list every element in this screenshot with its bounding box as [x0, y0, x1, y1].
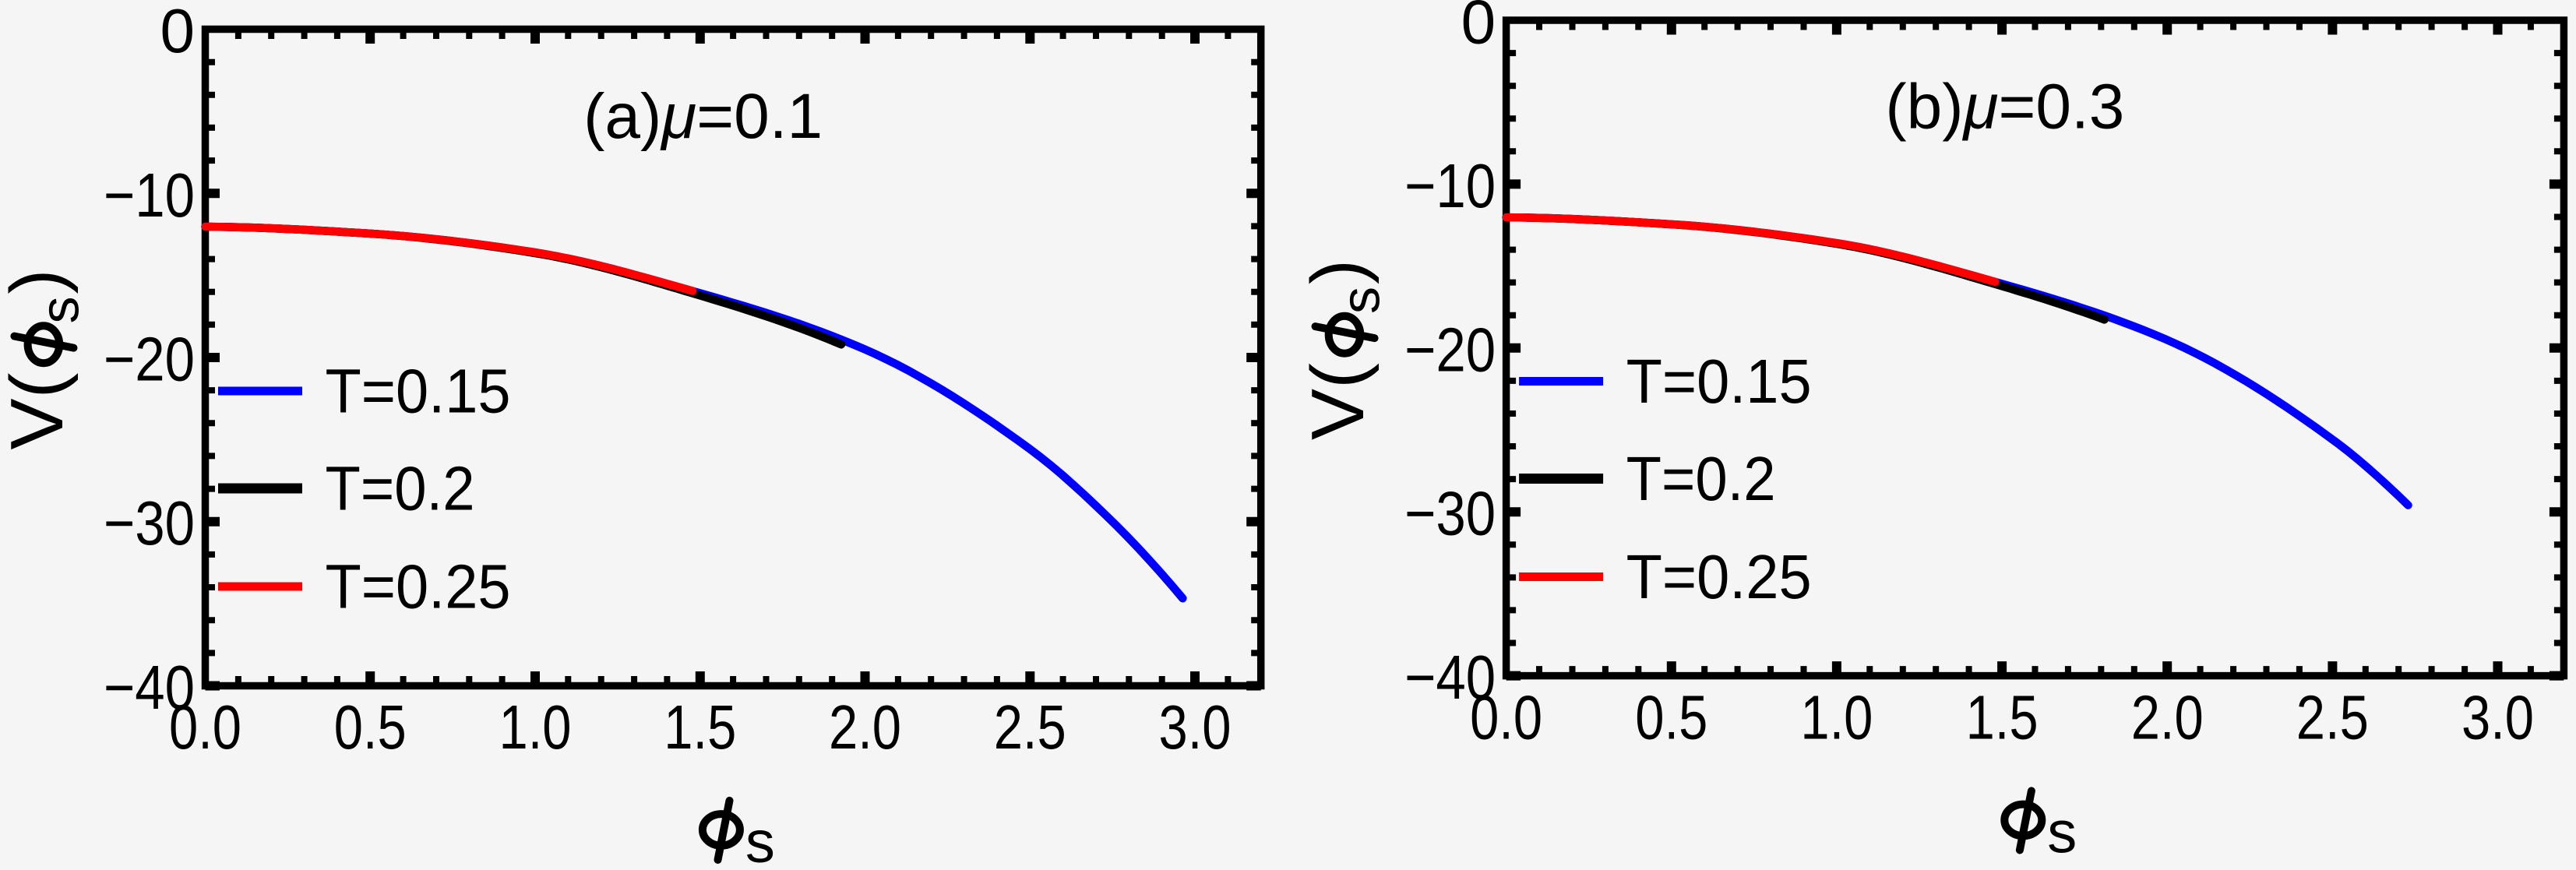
svg-text:−10: −10: [104, 160, 195, 230]
svg-text:s: s: [29, 297, 90, 324]
svg-text:T=0.2: T=0.2: [326, 454, 475, 523]
svg-text:0.0: 0.0: [169, 692, 241, 762]
svg-text:0: 0: [1461, 0, 1496, 57]
svg-text:T=0.15: T=0.15: [326, 357, 511, 426]
svg-text:2.0: 2.0: [829, 692, 901, 762]
svg-text:1.5: 1.5: [664, 692, 736, 762]
svg-text:s: s: [1330, 287, 1391, 314]
svg-text:3.0: 3.0: [1159, 692, 1232, 762]
svg-text:0: 0: [160, 0, 196, 65]
svg-text:−20: −20: [1404, 315, 1496, 384]
svg-text:): ): [0, 269, 79, 294]
svg-text:−40: −40: [1404, 643, 1496, 712]
svg-text:−40: −40: [104, 653, 195, 722]
svg-text:0.5: 0.5: [334, 692, 407, 762]
svg-text:2.5: 2.5: [2296, 683, 2369, 752]
svg-text:T=0.2: T=0.2: [1626, 444, 1776, 513]
svg-text:s: s: [2047, 800, 2077, 866]
svg-text:V(: V(: [1296, 363, 1380, 440]
svg-text:−10: −10: [1404, 151, 1496, 220]
svg-text:s: s: [745, 809, 775, 866]
svg-text:): ): [1296, 259, 1380, 284]
svg-text:1.0: 1.0: [1800, 683, 1873, 752]
svg-text:1.5: 1.5: [1966, 683, 2039, 752]
svg-text:−30: −30: [104, 488, 195, 558]
svg-text:0.0: 0.0: [1470, 683, 1542, 752]
svg-text:−30: −30: [1404, 479, 1496, 548]
svg-text:−20: −20: [104, 325, 195, 394]
svg-text:T=0.25: T=0.25: [326, 552, 511, 622]
svg-text:(b)μ=0.3: (b)μ=0.3: [1885, 72, 2124, 143]
svg-text:1.0: 1.0: [499, 692, 572, 762]
svg-text:T=0.25: T=0.25: [1626, 542, 1812, 611]
svg-text:0.5: 0.5: [1635, 683, 1707, 752]
svg-text:2.0: 2.0: [2131, 683, 2204, 752]
svg-text:V(: V(: [0, 372, 79, 449]
svg-text:T=0.15: T=0.15: [1626, 347, 1812, 416]
svg-text:(a)μ=0.1: (a)μ=0.1: [583, 81, 823, 152]
svg-text:3.0: 3.0: [2461, 683, 2534, 752]
svg-text:2.5: 2.5: [994, 692, 1066, 762]
